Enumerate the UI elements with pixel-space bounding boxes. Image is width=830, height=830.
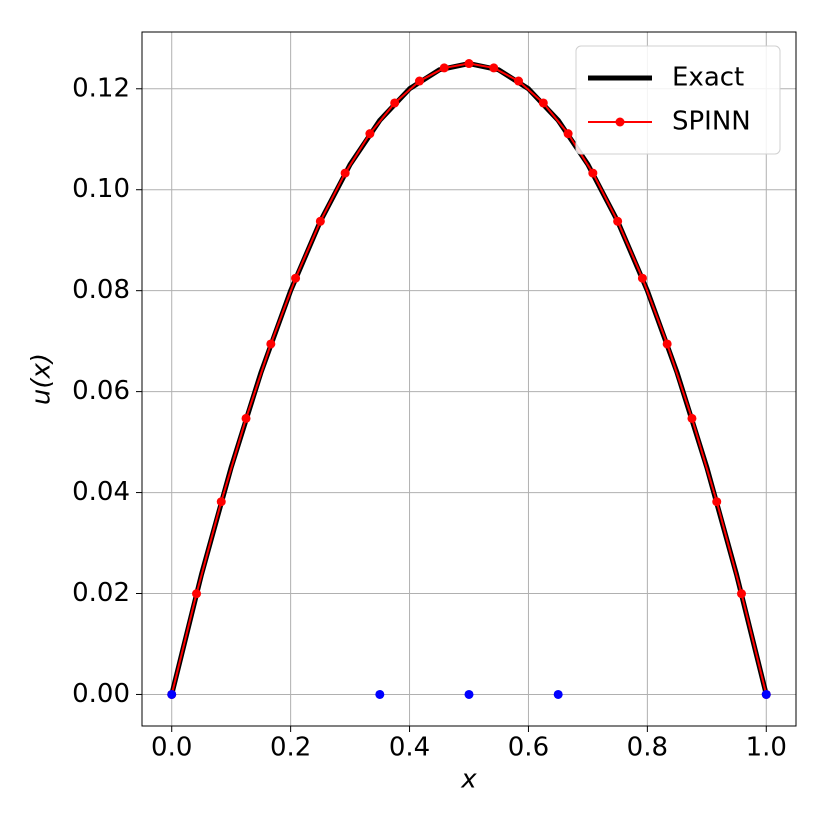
point (736, 589, 746, 599)
point (761, 689, 771, 699)
point (375, 689, 385, 699)
point (613, 216, 623, 226)
point (315, 216, 325, 226)
legend-marker (615, 117, 625, 127)
point (553, 689, 563, 699)
point (192, 589, 202, 599)
y-tick-label: 0.08 (72, 275, 130, 305)
y-tick-label: 0.10 (72, 174, 130, 204)
point (464, 689, 474, 699)
legend-box (575, 45, 781, 155)
x-tick-label: 0.2 (270, 733, 311, 763)
point (489, 63, 499, 73)
point (588, 168, 598, 178)
plot-frame (141, 31, 797, 727)
point (712, 497, 722, 507)
point (216, 497, 226, 507)
point (514, 76, 524, 86)
point (365, 129, 375, 139)
point (563, 129, 573, 139)
legend-label: SPINN (672, 107, 751, 137)
x-tick-label: 1.0 (746, 733, 787, 763)
point (390, 98, 400, 108)
x-tick-label: 0.4 (389, 733, 430, 763)
y-tick-label: 0.04 (72, 477, 130, 507)
y-tick-label: 0.02 (72, 578, 130, 608)
point (266, 339, 276, 349)
point (464, 59, 474, 69)
x-tick-label: 0.0 (151, 733, 192, 763)
point (291, 273, 301, 283)
y-tick-label: 0.06 (72, 376, 130, 406)
point (662, 339, 672, 349)
y-tick-label: 0.12 (72, 73, 130, 103)
x-tick-label: 0.8 (627, 733, 668, 763)
point (414, 76, 424, 86)
x-axis-label: x (460, 765, 477, 795)
point (439, 63, 449, 73)
legend-label: Exact (672, 63, 744, 93)
point (167, 689, 177, 699)
series-line (169, 61, 769, 696)
y-axis-label: u(x) (27, 353, 57, 405)
point (241, 413, 251, 423)
x-tick-label: 0.6 (508, 733, 549, 763)
point (340, 168, 350, 178)
point (687, 413, 697, 423)
point (538, 98, 548, 108)
point (637, 273, 647, 283)
y-tick-label: 0.00 (72, 679, 130, 709)
